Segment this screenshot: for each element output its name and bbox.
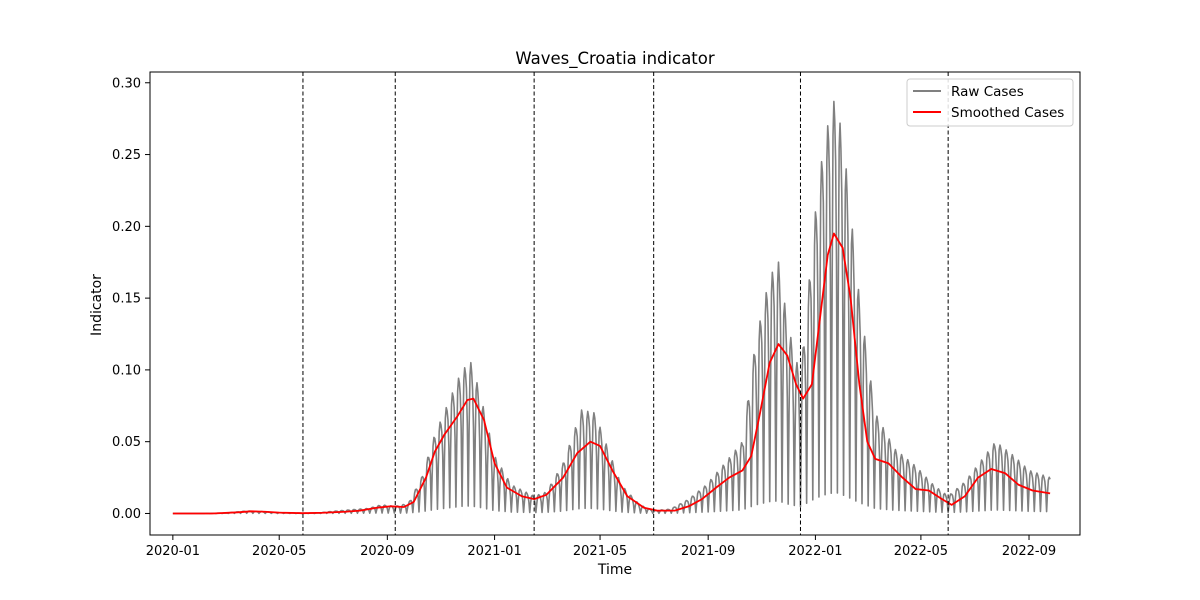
y-tick-label: 0.00 (112, 507, 141, 522)
raw-cases-line (172, 100, 1051, 515)
plot-area: 2020-01 2020-05 2020-09 2021-01 2021-05 2021-… (112, 71, 1081, 559)
legend: Raw Cases Smoothed Cases (906, 78, 1074, 127)
legend-box (906, 78, 1074, 127)
legend-label: Raw Cases (951, 84, 1024, 100)
plot-frame (149, 71, 1081, 536)
y-tick-label: 0.10 (112, 363, 141, 378)
smoothed-cases-line (172, 232, 1051, 515)
y-tick-label: 0.15 (112, 292, 141, 307)
y-tick-label: 0.25 (112, 148, 141, 163)
x-tick-label: 2020-01 (146, 544, 200, 559)
x-tick-label: 2021-05 (573, 544, 627, 559)
x-tick-label: 2020-09 (360, 544, 414, 559)
x-tick-label: 2021-09 (681, 544, 735, 559)
y-tick-label: 0.30 (112, 76, 141, 91)
chart-title: Waves_Croatia indicator (515, 49, 715, 69)
y-tick-label: 0.20 (112, 220, 141, 235)
x-tick-label: 2022-05 (894, 544, 948, 559)
x-tick-label: 2022-01 (788, 544, 842, 559)
x-axis-label: Time (597, 562, 632, 578)
x-tick-label: 2021-01 (467, 544, 521, 559)
legend-label: Smoothed Cases (951, 105, 1064, 121)
y-tick-label: 0.05 (112, 435, 141, 450)
x-tick-label: 2020-05 (252, 544, 306, 559)
y-axis-label: Indicator (89, 274, 105, 336)
x-tick-label: 2022-09 (1002, 544, 1056, 559)
